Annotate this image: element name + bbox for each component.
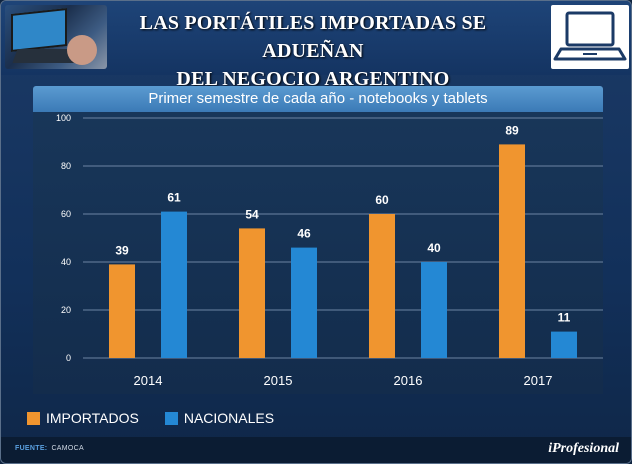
data-label-nacionales-2016: 40 — [427, 241, 441, 255]
data-label-importados-2016: 60 — [375, 193, 389, 207]
bar-nacionales-2014 — [161, 211, 187, 358]
data-label-importados-2017: 89 — [505, 123, 519, 137]
chart-title-bar: Primer semestre de cada año - notebooks … — [33, 86, 603, 112]
y-tick-label-20: 20 — [61, 305, 71, 315]
y-tick-label-40: 40 — [61, 257, 71, 267]
bar-nacionales-2016 — [421, 262, 447, 358]
bar-importados-2017 — [499, 144, 525, 358]
source-value: CAMOCA — [51, 445, 84, 452]
x-tick-label-2017: 2017 — [524, 373, 553, 388]
y-tick-label-80: 80 — [61, 161, 71, 171]
legend: IMPORTADOS NACIONALES — [27, 409, 274, 427]
footer: FUENTE: CAMOCA iProfesional — [1, 437, 631, 463]
x-tick-label-2014: 2014 — [134, 373, 163, 388]
photo-screen — [11, 8, 67, 52]
chart-panel: 0 20 40 60 80 100 39 61 2014 54 46 2015 60 40 2016 89 11… — [33, 112, 603, 394]
legend-swatch-nacionales — [164, 411, 178, 425]
x-tick-label-2015: 2015 — [264, 373, 293, 388]
bar-importados-2016 — [369, 214, 395, 358]
brand-logo: iProfesional — [548, 441, 619, 456]
bar-importados-2015 — [239, 228, 265, 358]
bar-chart: 0 20 40 60 80 100 39 61 2014 54 46 2015 60 40 2016 89 11… — [56, 113, 603, 388]
legend-label-nacionales: NACIONALES — [183, 410, 275, 426]
chart-title: Primer semestre de cada año - notebooks … — [148, 90, 488, 107]
data-label-importados-2014: 39 — [115, 243, 129, 257]
legend-label-importados: IMPORTADOS — [46, 410, 139, 426]
x-tick-label-2016: 2016 — [394, 373, 423, 388]
source-label: FUENTE: — [15, 445, 48, 452]
y-tick-label-100: 100 — [56, 113, 71, 123]
bar-nacionales-2015 — [291, 247, 317, 358]
data-label-nacionales-2015: 46 — [297, 227, 311, 241]
source-note: FUENTE: CAMOCA — [15, 445, 84, 452]
data-label-nacionales-2014: 61 — [167, 191, 181, 205]
header: LAS PORTÁTILES IMPORTADAS SE ADUEÑAN DEL… — [1, 1, 631, 90]
laptop-icon — [551, 5, 629, 69]
y-tick-label-0: 0 — [66, 353, 71, 363]
page-title: LAS PORTÁTILES IMPORTADAS SE ADUEÑAN DEL… — [113, 9, 513, 93]
legend-swatch-importados — [27, 411, 40, 425]
title-line-2: DEL NEGOCIO ARGENTINO — [176, 68, 450, 90]
data-label-nacionales-2017: 11 — [558, 311, 571, 325]
laptop-photo — [5, 5, 107, 69]
bar-importados-2014 — [109, 264, 135, 358]
photo-hand — [67, 35, 97, 65]
bar-nacionales-2017 — [551, 331, 577, 358]
title-line-1: LAS PORTÁTILES IMPORTADAS SE ADUEÑAN — [139, 12, 487, 62]
y-tick-label-60: 60 — [61, 209, 71, 219]
data-label-importados-2015: 54 — [245, 207, 259, 221]
